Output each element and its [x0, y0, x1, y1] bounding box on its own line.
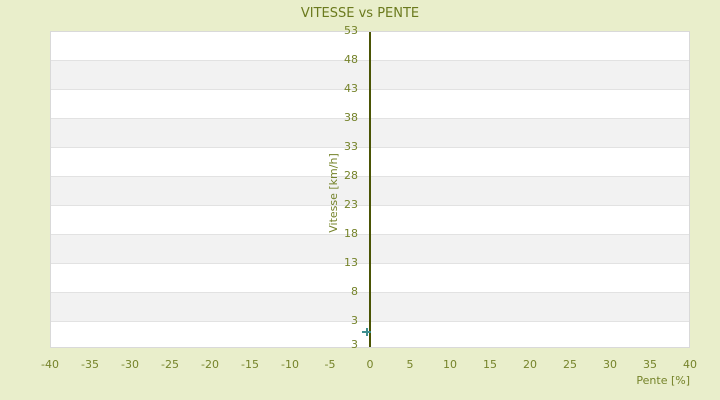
y-tick-label: 53: [344, 24, 358, 37]
y-tick-label: 33: [344, 140, 358, 153]
x-tick-label: 0: [366, 358, 374, 371]
x-tick-label: -20: [201, 358, 219, 371]
data-point-cross-vertical: [366, 328, 368, 336]
chart-title: VITESSE vs PENTE: [300, 6, 420, 21]
x-tick-label: 15: [483, 358, 497, 371]
x-tick-label: -5: [324, 358, 336, 371]
x-tick-label: -15: [241, 358, 259, 371]
plot-area: [50, 31, 690, 348]
y-tick-label: 43: [344, 82, 358, 95]
y-axis-title: Vitesse [km/h]: [327, 153, 340, 233]
x-axis-title: Pente [%]: [636, 374, 690, 387]
x-tick-label: 20: [523, 358, 537, 371]
x-tick-label: -10: [281, 358, 299, 371]
y-tick-label: 3: [351, 314, 358, 327]
x-tick-label: 30: [603, 358, 617, 371]
x-tick-label: 5: [406, 358, 414, 371]
x-tick-label: -40: [41, 358, 59, 371]
y-tick-label: 28: [344, 169, 358, 182]
y-axis-line: [369, 32, 371, 347]
y-axis-min-label: 3: [351, 338, 358, 351]
x-tick-label: 35: [643, 358, 657, 371]
x-tick-label: -35: [81, 358, 99, 371]
x-tick-label: 25: [563, 358, 577, 371]
x-tick-label: -30: [121, 358, 139, 371]
y-tick-label: 8: [351, 285, 358, 298]
data-point-marker: [362, 328, 371, 336]
y-tick-label: 38: [344, 111, 358, 124]
x-tick-label: -25: [161, 358, 179, 371]
y-tick-label: 18: [344, 227, 358, 240]
x-tick-label: 40: [683, 358, 697, 371]
y-tick-label: 23: [344, 198, 358, 211]
x-tick-label: 10: [443, 358, 457, 371]
y-tick-label: 48: [344, 53, 358, 66]
y-tick-label: 13: [344, 256, 358, 269]
